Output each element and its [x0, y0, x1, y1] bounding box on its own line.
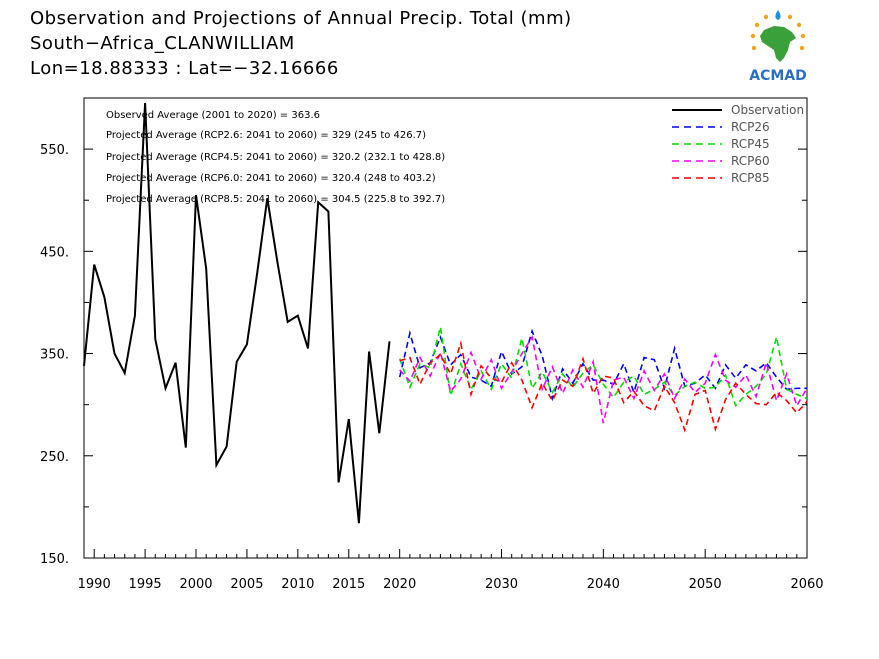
legend-label-rcp60: RCP60	[731, 154, 770, 168]
legend-label-rcp26: RCP26	[731, 120, 770, 134]
stat-rcp45-average: Projected Average (RCP4.5: 2041 to 2060)…	[106, 152, 445, 163]
series-line-rcp26	[398, 328, 807, 402]
x-tick-label: 2010	[281, 577, 314, 592]
stat-observed-average: Observed Average (2001 to 2020) = 363.6	[106, 110, 320, 121]
africa-map-sun-logo-icon: ACMAD	[749, 10, 807, 84]
x-tick-label: 2060	[790, 577, 823, 592]
y-tick-label: 550.	[40, 143, 69, 158]
chart-subtitle-coordinates: Lon=18.88333 : Lat=−32.16666	[30, 58, 339, 79]
x-tick-label: 2020	[383, 577, 416, 592]
series-line-rcp85	[399, 340, 808, 433]
axes-group: 150. 250. 350. 450. 550. 1990 1995 2000 2005 2010…	[40, 143, 824, 592]
x-tick-label: 2040	[587, 577, 620, 592]
stat-rcp26-average: Projected Average (RCP2.6: 2041 to 2060)…	[106, 130, 426, 141]
x-tick-label: 2005	[230, 577, 263, 592]
plot-frame	[83, 97, 808, 559]
series-line-rcp60	[399, 335, 808, 424]
acmad-logo: ACMAD	[738, 6, 818, 86]
legend: Observation RCP26 RCP45 RCP60 RCP85	[672, 103, 804, 185]
series-layer	[83, 103, 808, 524]
x-tick-label: 2015	[332, 577, 365, 592]
logo-text: ACMAD	[749, 68, 807, 84]
x-tick-label: 2000	[179, 577, 212, 592]
x-tick-label: 1995	[129, 577, 162, 592]
y-tick-label: 250.	[40, 450, 69, 465]
legend-label-rcp45: RCP45	[731, 137, 770, 151]
x-tick-label: 1990	[78, 577, 111, 592]
legend-label-rcp85: RCP85	[731, 171, 770, 185]
y-tick-label: 150.	[40, 552, 69, 567]
stat-rcp85-average: Projected Average (RCP8.5: 2041 to 2060)…	[106, 194, 445, 205]
x-tick-label: 2030	[485, 577, 518, 592]
y-tick-label: 350.	[40, 348, 69, 363]
legend-label-observation: Observation	[731, 103, 804, 117]
stat-rcp60-average: Projected Average (RCP6.0: 2041 to 2060)…	[106, 173, 436, 184]
y-tick-label: 450.	[40, 245, 69, 260]
series-line-rcp45	[398, 326, 808, 408]
x-tick-label: 2050	[689, 577, 722, 592]
chart-subtitle-location: South−Africa_CLANWILLIAM	[30, 33, 295, 54]
chart-title: Observation and Projections of Annual Pr…	[30, 8, 572, 29]
series-line-observation	[83, 103, 391, 524]
stats-annotations: Observed Average (2001 to 2020) = 363.6 …	[106, 110, 445, 205]
